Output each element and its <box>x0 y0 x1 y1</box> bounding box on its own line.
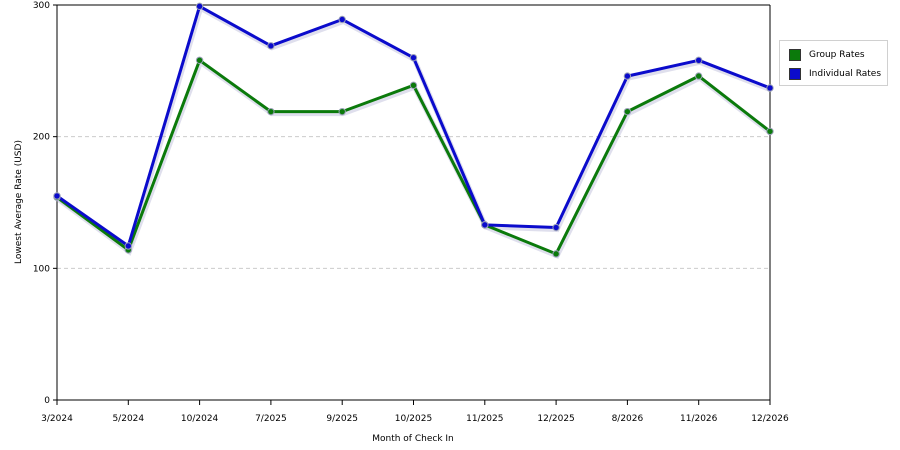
legend-item-group-rates: Group Rates <box>789 48 865 62</box>
y-tick-labels: 0 100 200 300 <box>33 1 57 406</box>
y-tick-label: 0 <box>44 396 50 406</box>
x-tick-label: 9/2025 <box>326 414 358 424</box>
data-point <box>552 250 560 258</box>
data-point <box>766 84 774 92</box>
data-point <box>766 127 774 136</box>
x-tick-label: 5/2024 <box>112 414 144 424</box>
y-tick-label: 200 <box>33 133 50 143</box>
series-lines <box>53 2 774 260</box>
data-point <box>695 72 703 80</box>
y-tick-label: 300 <box>33 1 50 11</box>
legend: Group Rates Individual Rates <box>779 40 888 86</box>
x-tick-label: 11/2025 <box>466 414 503 424</box>
x-tick-label: 10/2024 <box>181 414 219 424</box>
x-tick-label: 12/2025 <box>537 414 574 424</box>
x-tick-label: 10/2025 <box>395 414 432 424</box>
series-shadow <box>56 4 772 252</box>
x-tick-label: 3/2024 <box>41 414 73 424</box>
data-point <box>267 42 275 50</box>
legend-swatch-group <box>789 49 801 61</box>
data-point <box>195 2 204 11</box>
data-point <box>695 56 703 64</box>
data-point <box>338 15 346 24</box>
data-point <box>623 107 632 116</box>
data-point <box>481 221 489 229</box>
legend-label-group: Group Rates <box>809 50 865 60</box>
data-point <box>338 107 346 116</box>
series-line-1 <box>56 4 771 248</box>
x-axis-title: Month of Check In <box>372 434 454 444</box>
x-tick-label: 7/2025 <box>255 414 287 424</box>
x-tick-label: 12/2026 <box>751 414 789 424</box>
y-tick-label: 100 <box>33 264 50 274</box>
series-shadow <box>56 58 773 260</box>
legend-item-individual-rates: Individual Rates <box>789 67 881 81</box>
data-point <box>623 72 632 80</box>
y-axis-title: Lowest Average Rate (USD) <box>14 140 24 264</box>
data-point <box>267 107 275 116</box>
data-point <box>409 81 418 90</box>
x-tick-label: 11/2026 <box>680 414 718 424</box>
data-point <box>195 56 204 64</box>
data-point <box>552 223 560 232</box>
data-point <box>124 242 133 250</box>
legend-swatch-individual <box>789 68 801 80</box>
x-tick-label: 8/2026 <box>612 414 644 424</box>
legend-label-individual: Individual Rates <box>809 69 882 79</box>
x-tick-labels: 3/2024 5/2024 10/2024 7/2025 9/2025 10/2025 11… <box>41 400 789 424</box>
data-point <box>409 53 418 62</box>
axes <box>56 4 771 401</box>
data-point <box>53 192 61 200</box>
